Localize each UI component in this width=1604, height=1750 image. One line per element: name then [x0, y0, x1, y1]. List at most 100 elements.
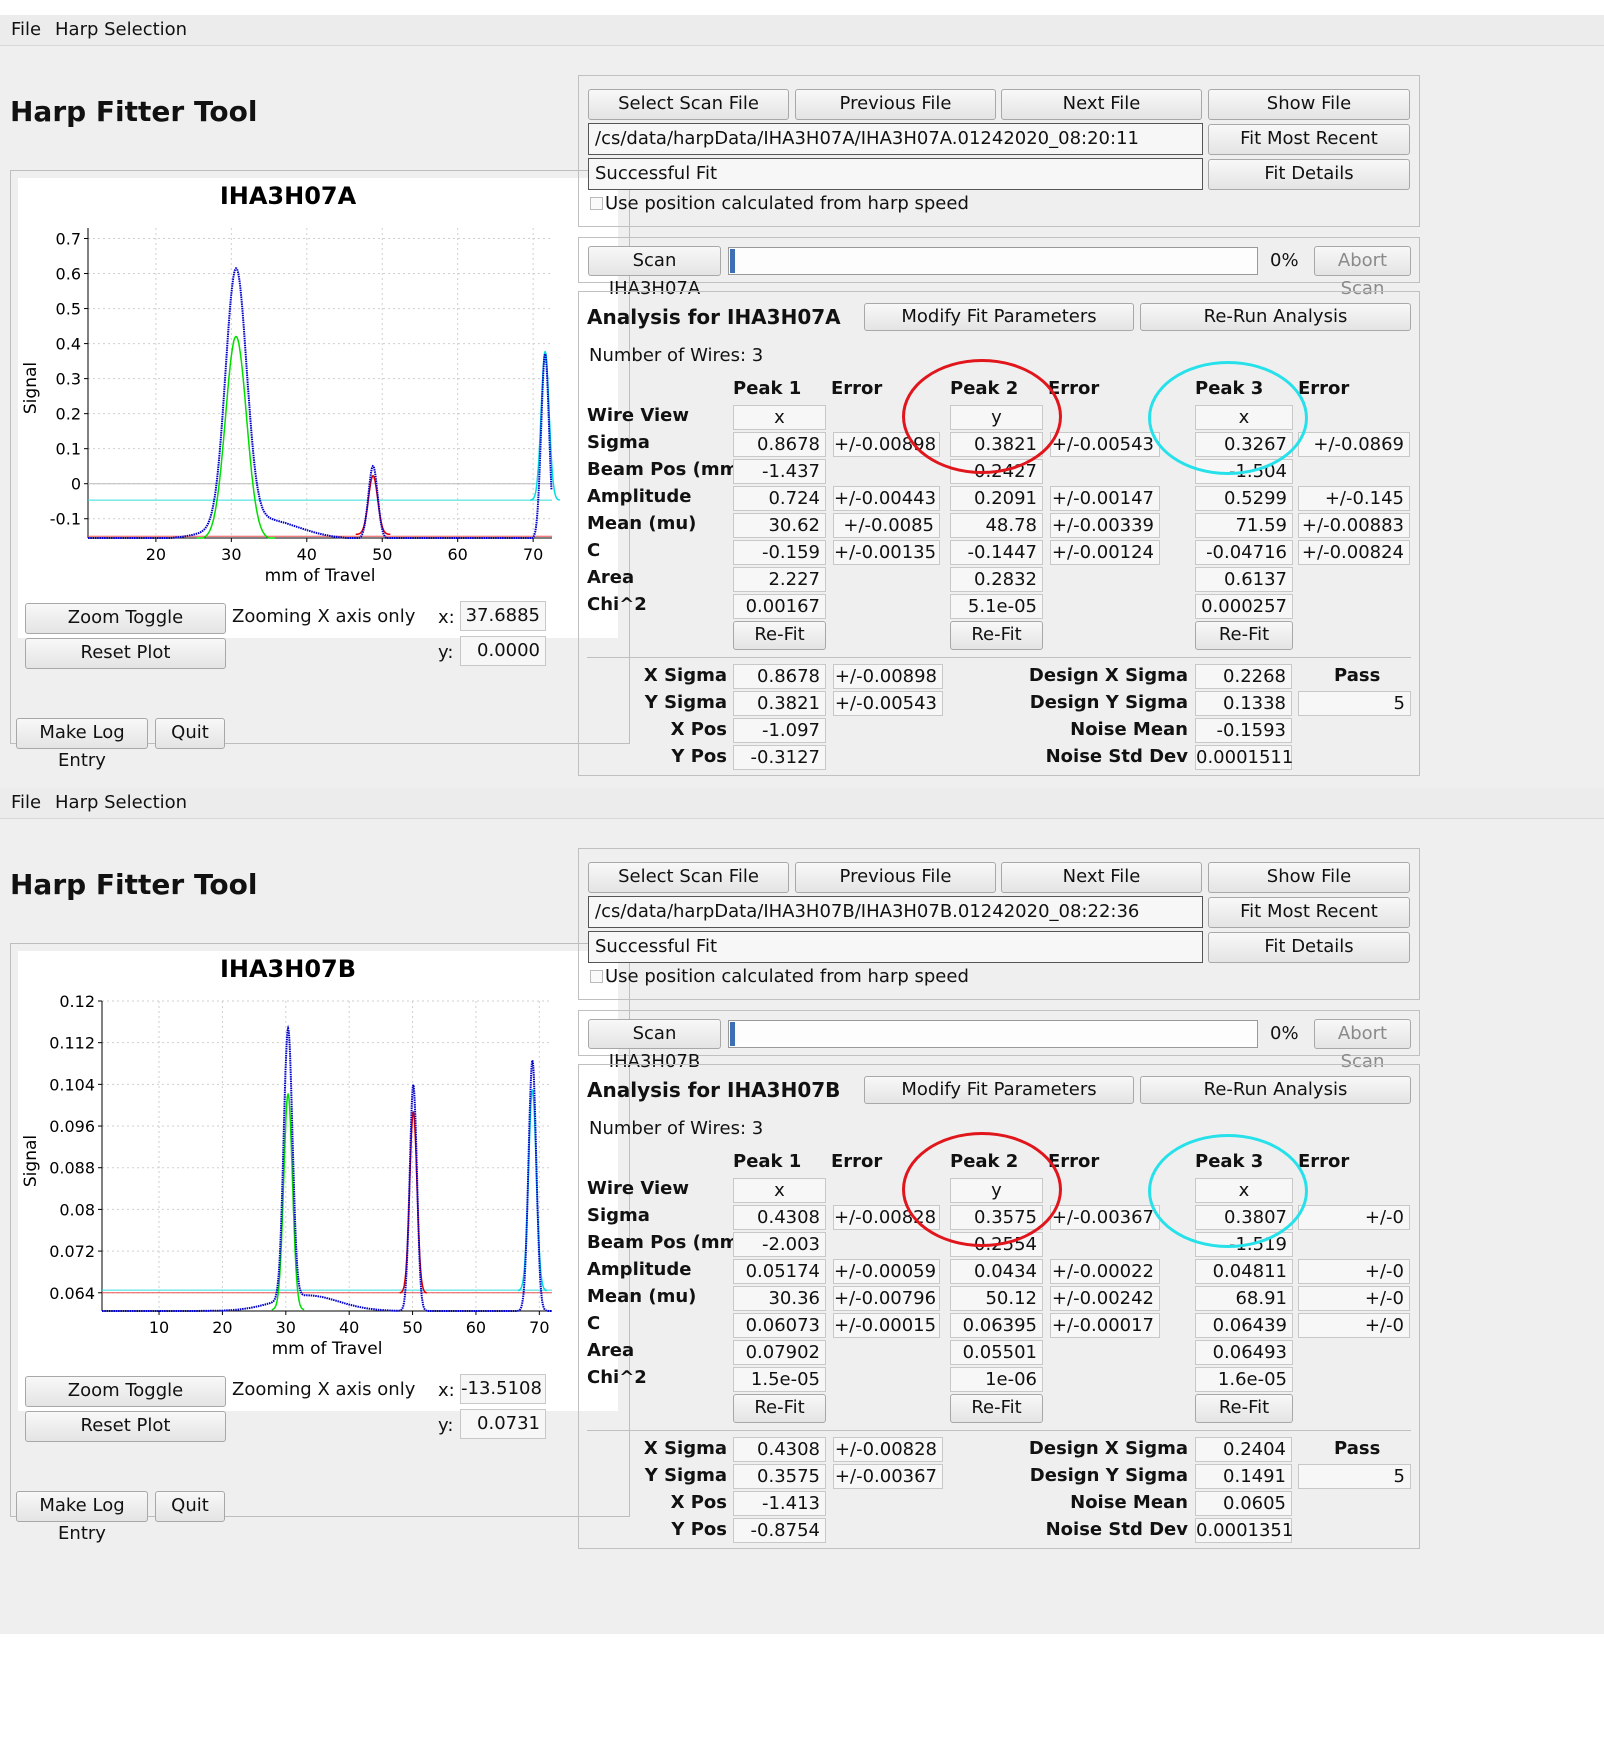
c-peak1-value: -0.159 [733, 540, 826, 565]
menu-harp-selection[interactable]: Harp Selection [55, 792, 188, 813]
select-scan-file-button[interactable]: Select Scan File [588, 89, 789, 120]
design-y-sigma-value: 0.1338 [1195, 691, 1292, 716]
data-trace [102, 1024, 552, 1312]
zoom-toggle-button[interactable]: Zoom Toggle [25, 603, 226, 634]
reset-plot-button[interactable]: Reset Plot [25, 1411, 226, 1442]
area-peak2-value: 0.2832 [950, 567, 1043, 592]
reset-plot-button[interactable]: Reset Plot [25, 638, 226, 669]
cursor-x-label: x: [438, 607, 455, 628]
refit-peak2-button[interactable]: Re-Fit [950, 621, 1043, 650]
x-sigma-value: 0.8678 [733, 664, 826, 689]
column-header: Peak 1 [733, 1151, 802, 1172]
refit-peak2-button[interactable]: Re-Fit [950, 1394, 1043, 1423]
cursor-y-label: y: [438, 1415, 454, 1436]
abort-scan-button[interactable]: Abort Scan [1314, 1019, 1411, 1072]
show-file-button[interactable]: Show File [1208, 862, 1410, 893]
zoom-toggle-button[interactable]: Zoom Toggle [25, 1376, 226, 1407]
x-tick-label: 20 [212, 1318, 232, 1337]
mean-peak3-error: +/-0.00883 [1298, 513, 1410, 538]
x-tick-label: 40 [339, 1318, 359, 1337]
refit-peak3-button[interactable]: Re-Fit [1195, 1394, 1293, 1423]
column-header: Error [1048, 1151, 1100, 1172]
x-sigma-value: 0.4308 [733, 1437, 826, 1462]
sigma-peak3-error: +/-0.0869 [1298, 432, 1410, 457]
fit-details-button[interactable]: Fit Details [1208, 932, 1410, 963]
refit-peak3-button[interactable]: Re-Fit [1195, 621, 1293, 650]
y-tick-label: 0.3 [56, 370, 81, 389]
column-header: Error [1298, 378, 1350, 399]
previous-file-button[interactable]: Previous File [795, 89, 996, 120]
modify-fit-parameters-button[interactable]: Modify Fit Parameters [864, 1076, 1134, 1104]
design-x-sigma-label: Design X Sigma [1028, 1438, 1188, 1459]
design-x-sigma-value: 0.2404 [1195, 1437, 1292, 1462]
menu-bar: File Harp Selection [0, 788, 1604, 819]
chart[interactable]: IHA3H07A -0.1 0 0.1 0.2 0.3 0.4 0.5 0.6 0.7 20 30 40… [18, 178, 618, 638]
y-tick-label: 0.072 [49, 1242, 95, 1261]
chi2-peak1-value: 0.00167 [733, 594, 826, 619]
amplitude-peak3-value: 0.04811 [1195, 1259, 1293, 1284]
y-tick-label: 0.6 [56, 265, 81, 284]
refit-peak1-button[interactable]: Re-Fit [733, 621, 826, 650]
analysis-title: Analysis for IHA3H07A [587, 305, 841, 329]
menu-harp-selection[interactable]: Harp Selection [55, 19, 188, 40]
menu-file[interactable]: File [11, 792, 42, 813]
row-label: Wire View [587, 1178, 689, 1199]
rerun-analysis-button[interactable]: Re-Run Analysis [1140, 303, 1411, 331]
next-file-button[interactable]: Next File [1001, 862, 1202, 893]
plot-area[interactable]: IHA3H07A -0.1 0 0.1 0.2 0.3 0.4 0.5 0.6 0.7 20 30 40… [18, 178, 618, 638]
y-sigma-value: 0.3821 [733, 691, 826, 716]
pass-value: 5 [1298, 691, 1411, 716]
show-file-button[interactable]: Show File [1208, 89, 1410, 120]
scan-button[interactable]: Scan IHA3H07B [588, 1019, 721, 1072]
scan-progress-bar [728, 1020, 1258, 1048]
mean-peak1-error: +/-0.00796 [833, 1286, 940, 1311]
mean-peak2-value: 48.78 [950, 513, 1043, 538]
quit-button[interactable]: Quit [155, 1491, 225, 1522]
amplitude-peak1-error: +/-0.00443 [833, 486, 940, 511]
cursor-x-label: x: [438, 1380, 455, 1401]
x-tick-label: 10 [149, 1318, 169, 1337]
menu-file[interactable]: File [11, 19, 42, 40]
app-window-1: File Harp Selection Harp Fitter Tool IHA… [0, 15, 1604, 861]
amplitude-peak1-value: 0.724 [733, 486, 826, 511]
x-pos-label: X Pos [670, 1492, 727, 1513]
y-tick-label: 0.12 [59, 992, 95, 1011]
make-log-entry-button[interactable]: Make Log Entry [16, 1491, 148, 1544]
amplitude-peak2-error: +/-0.00147 [1050, 486, 1160, 511]
chart[interactable]: IHA3H07B 0.064 0.072 0.08 0.088 0.096 0.104 0.1… [18, 951, 618, 1411]
modify-fit-parameters-button[interactable]: Modify Fit Parameters [864, 303, 1134, 331]
area-peak1-value: 0.07902 [733, 1340, 826, 1365]
select-scan-file-button[interactable]: Select Scan File [588, 862, 789, 893]
plot-area[interactable]: IHA3H07B 0.064 0.072 0.08 0.088 0.096 0.104 0.1… [18, 951, 618, 1411]
next-file-button[interactable]: Next File [1001, 89, 1202, 120]
progress-fill [730, 249, 735, 273]
use-position-checkbox[interactable] [590, 197, 603, 210]
abort-scan-button[interactable]: Abort Scan [1314, 246, 1411, 299]
file-path-field[interactable]: /cs/data/harpData/IHA3H07B/IHA3H07B.0124… [588, 896, 1203, 928]
cursor-y-value: 0.0731 [460, 1409, 546, 1439]
fit-most-recent-button[interactable]: Fit Most Recent [1208, 124, 1410, 155]
fit-most-recent-button[interactable]: Fit Most Recent [1208, 897, 1410, 928]
column-header: Error [831, 378, 883, 399]
previous-file-button[interactable]: Previous File [795, 862, 996, 893]
noise-mean-label: Noise Mean [1070, 719, 1188, 740]
scan-button[interactable]: Scan IHA3H07A [588, 246, 721, 299]
x-tick-label: 50 [402, 1318, 422, 1337]
use-position-checkbox[interactable] [590, 970, 603, 983]
cursor-x-value: -13.5108 [460, 1374, 546, 1404]
menu-bar: File Harp Selection [0, 15, 1604, 46]
x-pos-value: -1.097 [733, 718, 826, 743]
zoom-mode-label: Zooming X axis only [232, 606, 416, 627]
amplitude-peak1-value: 0.05174 [733, 1259, 826, 1284]
refit-peak1-button[interactable]: Re-Fit [733, 1394, 826, 1423]
fit-details-button[interactable]: Fit Details [1208, 159, 1410, 190]
make-log-entry-button[interactable]: Make Log Entry [16, 718, 148, 771]
x-tick-label: 70 [529, 1318, 549, 1337]
quit-button[interactable]: Quit [155, 718, 225, 749]
rerun-analysis-button[interactable]: Re-Run Analysis [1140, 1076, 1411, 1104]
file-path-field[interactable]: /cs/data/harpData/IHA3H07A/IHA3H07A.0124… [588, 123, 1203, 155]
mean-peak1-value: 30.62 [733, 513, 826, 538]
data-trace [88, 267, 553, 539]
column-header: Error [831, 1151, 883, 1172]
area-peak1-value: 2.227 [733, 567, 826, 592]
